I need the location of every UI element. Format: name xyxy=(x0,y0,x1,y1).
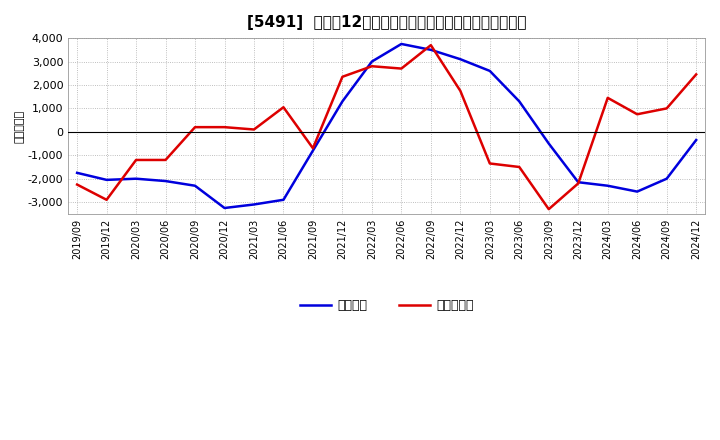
当期純利益 xyxy=(603,95,612,100)
経常利益 xyxy=(633,189,642,194)
経常利益 xyxy=(397,41,405,47)
Legend: 経常利益, 当期純利益: 経常利益, 当期純利益 xyxy=(294,294,479,317)
経常利益 xyxy=(368,59,377,64)
経常利益 xyxy=(220,205,229,211)
経常利益 xyxy=(102,177,111,183)
経常利益 xyxy=(73,170,81,176)
経常利益 xyxy=(515,99,523,104)
当期純利益 xyxy=(515,165,523,170)
当期純利益 xyxy=(662,106,671,111)
経常利益 xyxy=(692,137,701,143)
当期純利益 xyxy=(633,112,642,117)
経常利益 xyxy=(574,180,582,185)
経常利益 xyxy=(161,178,170,183)
経常利益 xyxy=(279,197,288,202)
当期純利益 xyxy=(368,64,377,69)
当期純利益 xyxy=(309,146,318,151)
経常利益 xyxy=(309,148,318,153)
経常利益 xyxy=(662,176,671,181)
Line: 経常利益: 経常利益 xyxy=(77,44,696,208)
Line: 当期純利益: 当期純利益 xyxy=(77,45,696,209)
Y-axis label: （百万円）: （百万円） xyxy=(15,110,25,143)
当期純利益 xyxy=(279,105,288,110)
当期純利益 xyxy=(692,72,701,77)
経常利益 xyxy=(426,47,435,52)
当期純利益 xyxy=(574,181,582,186)
当期純利益 xyxy=(485,161,494,166)
経常利益 xyxy=(191,183,199,188)
当期純利益 xyxy=(544,206,553,212)
経常利益 xyxy=(250,202,258,207)
経常利益 xyxy=(544,141,553,146)
経常利益 xyxy=(485,68,494,73)
当期純利益 xyxy=(73,182,81,187)
当期純利益 xyxy=(191,125,199,130)
経常利益 xyxy=(338,99,347,104)
当期純利益 xyxy=(102,197,111,202)
当期純利益 xyxy=(220,125,229,130)
経常利益 xyxy=(132,176,140,181)
当期純利益 xyxy=(161,158,170,163)
当期純利益 xyxy=(456,88,464,93)
経常利益 xyxy=(456,57,464,62)
経常利益 xyxy=(603,183,612,188)
当期純利益 xyxy=(338,74,347,79)
当期純利益 xyxy=(132,158,140,163)
Title: [5491]  利益だ12か月移動合計の対前年同期増減額の推移: [5491] 利益だ12か月移動合計の対前年同期増減額の推移 xyxy=(247,15,526,30)
当期純利益 xyxy=(397,66,405,71)
当期純利益 xyxy=(250,127,258,132)
当期純利益 xyxy=(426,43,435,48)
